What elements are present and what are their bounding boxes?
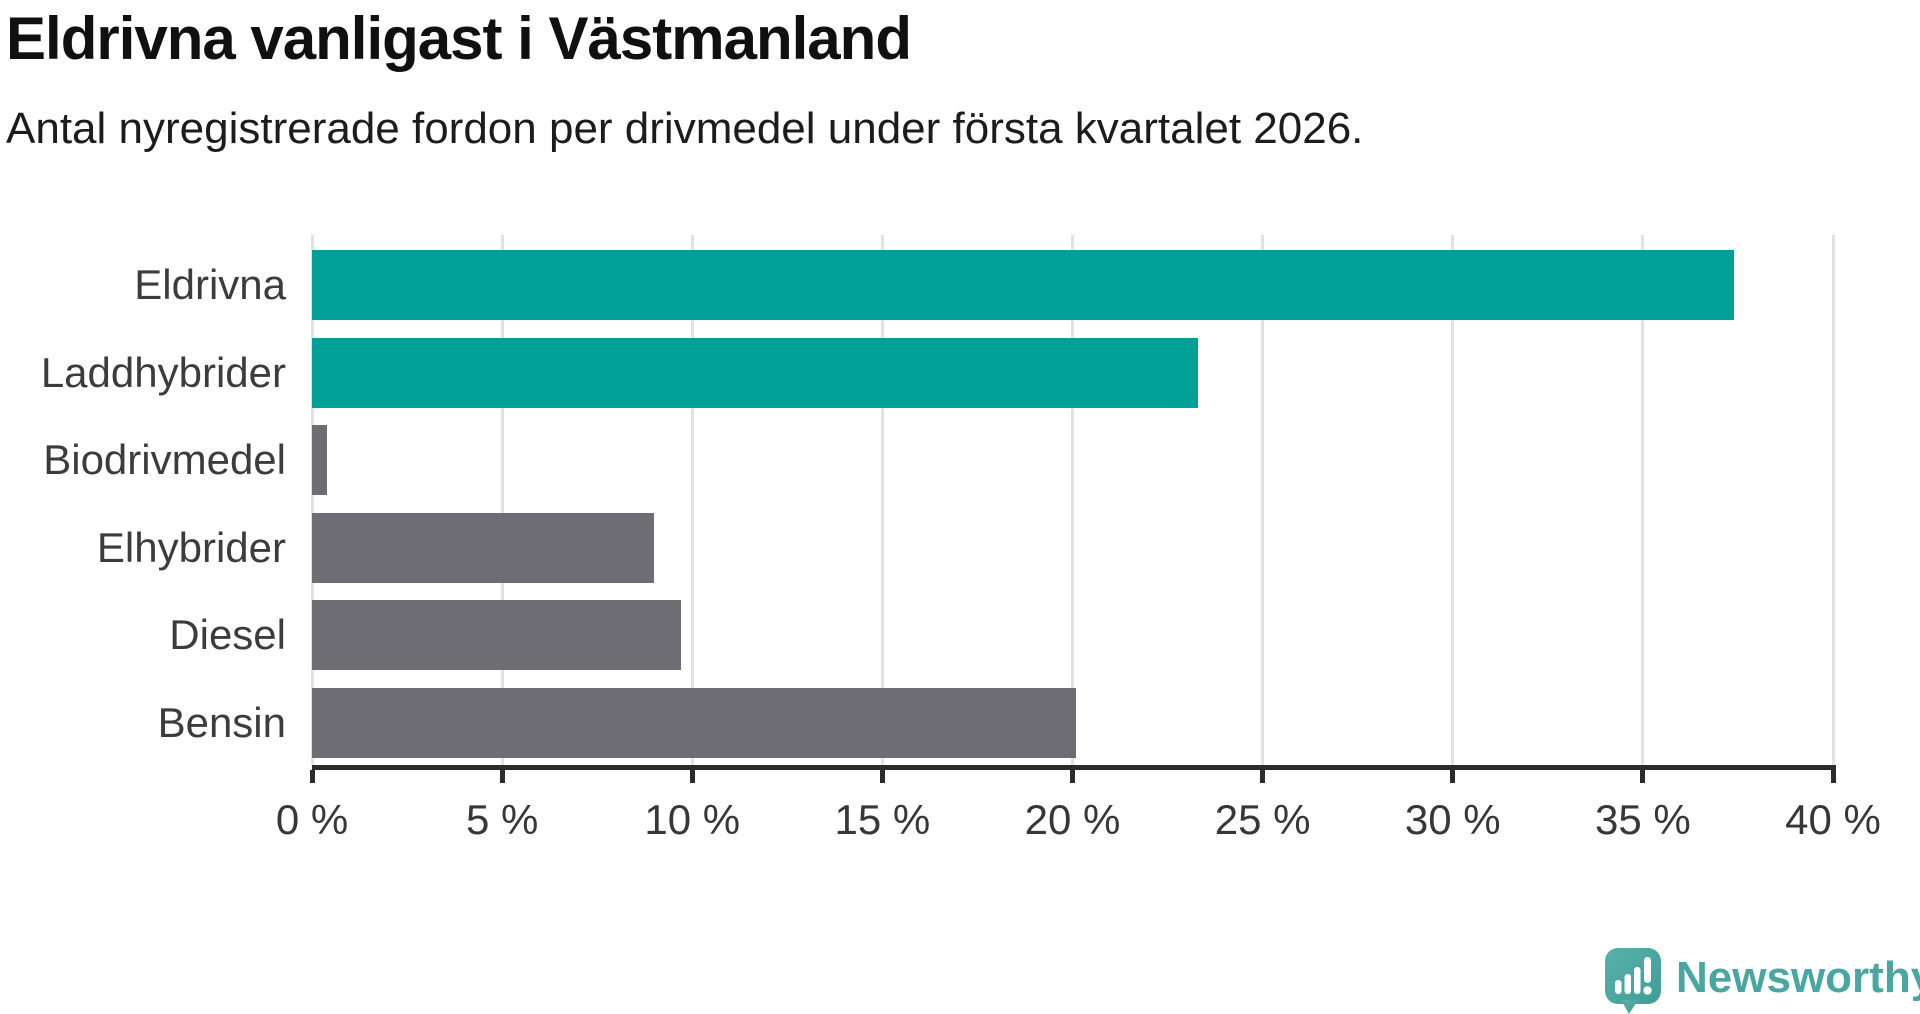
- bar-bensin: [312, 687, 1077, 758]
- x-tick-label-5: 5 %: [465, 796, 539, 843]
- plot-area: [310, 235, 1835, 765]
- category-label-biodrivmedel: Biodrivmedel: [43, 436, 286, 483]
- newsworthy-logo-icon: [1605, 948, 1661, 1014]
- gridline-30: [1451, 235, 1455, 765]
- gridline-25: [1261, 235, 1265, 765]
- category-label-bensin: Bensin: [157, 698, 286, 746]
- x-tick-label-35: 35 %: [1595, 796, 1691, 843]
- bar-eldrivna: [312, 250, 1735, 320]
- x-tick-40: [1830, 770, 1836, 783]
- bar-elhybrider: [312, 512, 655, 583]
- x-tick-30: [1450, 770, 1456, 783]
- x-tick-35: [1640, 770, 1646, 783]
- x-tick-25: [1260, 770, 1266, 783]
- x-tick-label-10: 10 %: [644, 796, 741, 843]
- x-tick-label-0: 0 %: [275, 796, 349, 843]
- gridline-0: [310, 235, 314, 765]
- category-label-diesel: Diesel: [169, 611, 286, 658]
- x-tick-label-15: 15 %: [834, 796, 931, 843]
- category-label-eldrivna: Eldrivna: [134, 261, 286, 308]
- x-tick-label-40: 40 %: [1785, 796, 1881, 843]
- gridline-40: [1831, 235, 1835, 765]
- x-tick-10: [689, 770, 695, 783]
- category-labels: Eldrivna Laddhybrider Biodrivmedel Elhybrid…: [0, 235, 286, 765]
- brand-name: Newsworthy: [1676, 953, 1920, 1002]
- gridline-35: [1641, 235, 1645, 765]
- x-tick-20: [1070, 770, 1075, 783]
- category-label-elhybrider: Elhybrider: [96, 523, 286, 571]
- x-tick-label-25: 25 %: [1214, 796, 1311, 843]
- x-tick-label-30: 30 %: [1404, 796, 1501, 843]
- bar-biodrivmedel: [312, 425, 328, 495]
- x-tick-5: [499, 770, 505, 783]
- gridline-20: [1071, 235, 1074, 765]
- brand-logo: Newsworthy: [1604, 942, 1920, 1014]
- gridline-15: [880, 235, 884, 765]
- x-axis: 0 % 5 % 10 % 15 % 20 % 25 % 30 % 35 % 40 %: [276, 765, 1881, 843]
- bar-diesel: [312, 600, 681, 670]
- gridline-5: [500, 235, 504, 765]
- x-tick-0: [309, 770, 315, 783]
- x-tick-15: [879, 770, 885, 783]
- x-tick-label-20: 20 %: [1024, 796, 1121, 843]
- bar-laddhybrider: [312, 337, 1198, 408]
- chart-subtitle: Antal nyregistrerade fordon per drivmede…: [6, 104, 1364, 153]
- page-title: Eldrivna vanligast i Västmanland: [6, 5, 912, 72]
- gridline-10: [690, 235, 694, 765]
- category-label-laddhybrider: Laddhybrider: [40, 348, 286, 396]
